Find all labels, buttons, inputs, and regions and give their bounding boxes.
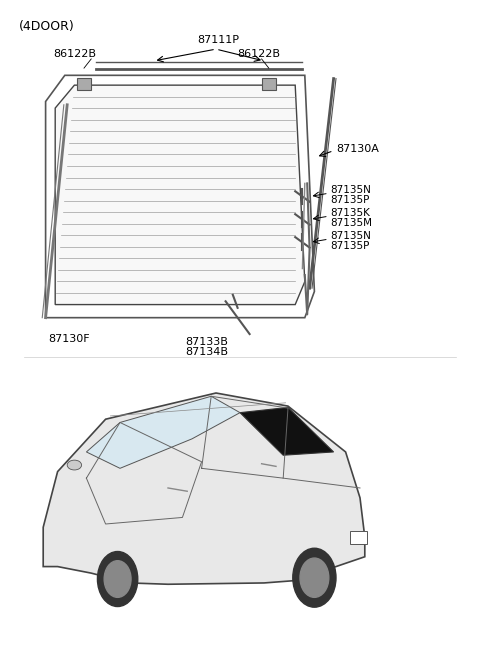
Circle shape [300,558,329,597]
Text: 87135K: 87135K [330,208,370,218]
Bar [77,78,91,90]
PathPatch shape [86,396,240,468]
Bar [262,78,276,90]
Text: 86122B: 86122B [53,49,96,59]
Text: (4DOOR): (4DOOR) [19,20,75,33]
Text: 86122B: 86122B [238,49,281,59]
Text: 87134B: 87134B [185,347,228,357]
Text: 87111P: 87111P [197,35,240,45]
Text: 87130F: 87130F [48,334,90,344]
PathPatch shape [240,407,334,455]
Circle shape [293,548,336,607]
Text: 87135N: 87135N [330,185,371,195]
Text: 87135M: 87135M [330,217,372,228]
Text: 87135P: 87135P [330,195,370,205]
Ellipse shape [67,460,82,470]
Text: 87135N: 87135N [330,231,371,241]
Polygon shape [55,85,305,305]
PathPatch shape [43,393,365,584]
Text: 87133B: 87133B [185,337,228,347]
Bar [350,531,367,544]
Circle shape [97,552,138,607]
Text: 87135P: 87135P [330,240,370,251]
Circle shape [104,561,131,597]
Text: 87130A: 87130A [336,143,379,154]
